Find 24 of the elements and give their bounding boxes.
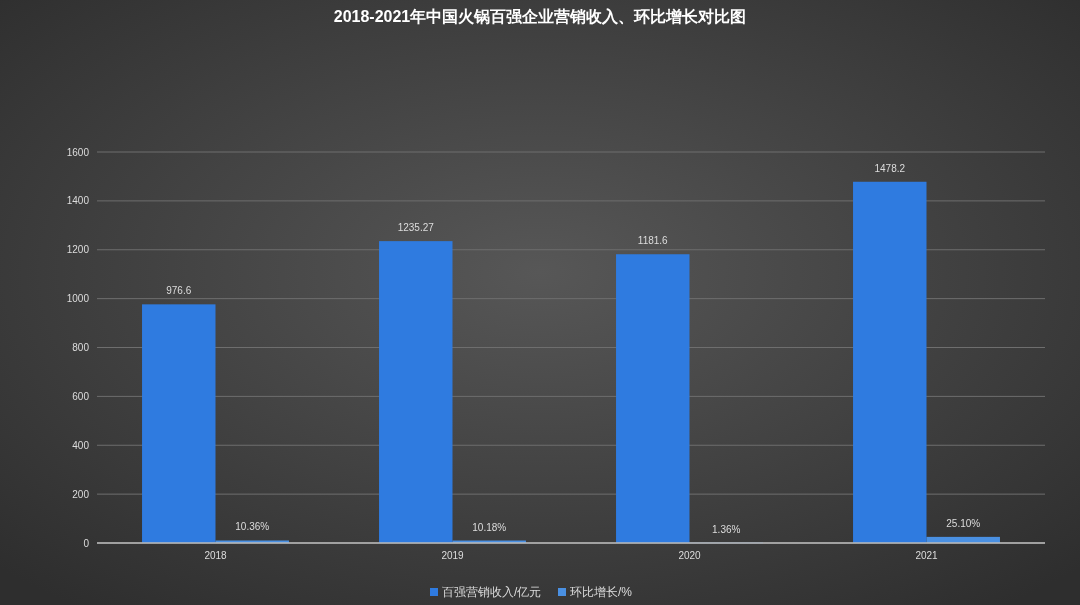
y-tick-label: 1600	[66, 146, 90, 158]
legend-label: 环比增长/%	[570, 585, 633, 600]
data-label: 976.6	[166, 285, 192, 297]
x-tick-label: 2018	[204, 550, 228, 561]
y-tick-label: 1400	[66, 195, 90, 207]
legend-label: 百强营销收入/亿元	[442, 585, 542, 600]
data-label: 10.18%	[472, 521, 507, 533]
x-tick-label: 2019	[441, 550, 465, 561]
data-label: 1181.6	[637, 235, 669, 247]
y-tick-label: 800	[72, 342, 90, 353]
chart-title: 2018-2021年中国火锅百强企业营销收入、环比增长对比图	[333, 8, 747, 25]
data-label: 1235.27	[397, 222, 435, 234]
data-label: 25.10%	[946, 517, 981, 529]
y-tick-label: 200	[72, 488, 90, 500]
y-tick-label: 1200	[66, 244, 90, 256]
y-tick-label: 400	[72, 439, 90, 451]
y-tick-label: 0	[83, 537, 90, 549]
data-label: 1.36%	[712, 523, 741, 535]
x-tick-label: 2021	[915, 550, 939, 561]
data-label: 1478.2	[874, 162, 906, 174]
x-tick-label: 2020	[678, 550, 702, 561]
y-tick-label: 600	[72, 390, 90, 402]
y-tick-label: 1000	[66, 293, 90, 305]
data-label: 10.36%	[235, 521, 270, 533]
